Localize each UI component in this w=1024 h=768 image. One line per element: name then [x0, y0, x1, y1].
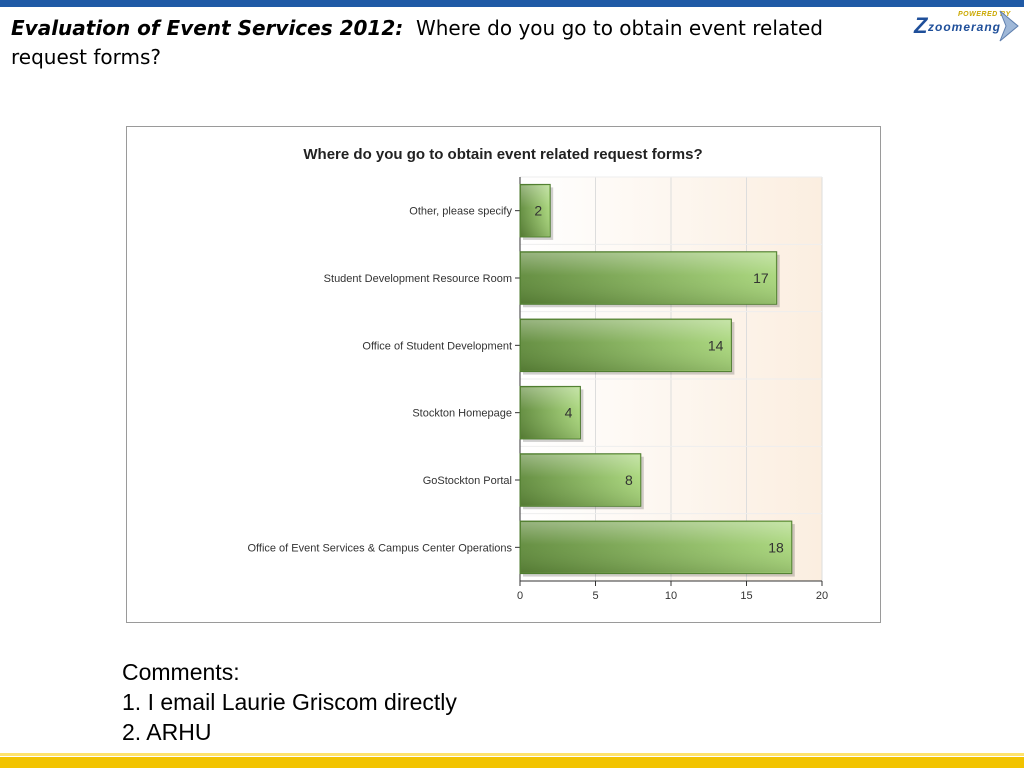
bar-value-label-5: 18 [768, 539, 784, 555]
logo-powered-text: POWERED BY [958, 11, 1011, 18]
bar-shine-0 [521, 185, 550, 236]
slide-title: Evaluation of Event Services 2012: Where… [11, 14, 861, 72]
category-label-1: Student Development Resource Room [324, 273, 512, 285]
comment-item-1: 1. I email Laurie Griscom directly [122, 689, 457, 715]
bar-chart: Where do you go to obtain event related … [247, 146, 828, 602]
bottom-accent-line [0, 753, 1024, 756]
bar-shine-1 [521, 252, 776, 304]
logo-brand-text: zoomerang [928, 20, 1002, 34]
bar-value-label-1: 17 [753, 270, 769, 286]
comments-section: Comments: 1. I email Laurie Griscom dire… [122, 657, 457, 747]
x-tick-label-1: 5 [592, 590, 598, 602]
bottom-accent-bar [0, 757, 1024, 768]
x-tick-label-2: 10 [665, 590, 677, 602]
bar-value-label-4: 8 [625, 472, 633, 488]
bar-value-label-2: 14 [708, 337, 724, 353]
top-accent-bar [0, 0, 1024, 7]
bar-value-label-0: 2 [534, 203, 542, 219]
x-tick-label-0: 0 [517, 590, 523, 602]
category-label-3: Stockton Homepage [412, 408, 512, 420]
category-label-5: Office of Event Services & Campus Center… [247, 542, 512, 554]
slide-title-rest: Where do you go to obtain event related … [11, 16, 823, 69]
x-tick-label-4: 20 [816, 590, 828, 602]
slide-title-italic: Evaluation of Event Services 2012: [11, 16, 404, 40]
logo-arrow-icon [999, 10, 1019, 42]
category-label-2: Office of Student Development [362, 340, 512, 352]
x-tick-label-3: 15 [740, 590, 752, 602]
bar-value-label-3: 4 [565, 405, 573, 421]
chart-title: Where do you go to obtain event related … [303, 146, 702, 163]
comment-item-2: 2. ARHU [122, 719, 212, 745]
bar-shine-2 [521, 320, 731, 371]
bar-shine-5 [521, 522, 791, 573]
chart-frame: Where do you go to obtain event related … [126, 126, 881, 623]
category-label-0: Other, please specify [409, 206, 512, 218]
category-label-4: GoStockton Portal [423, 475, 512, 487]
bar-shine-4 [521, 454, 640, 506]
logo-z-mark: Z [914, 13, 928, 38]
comments-heading: Comments: [122, 659, 240, 685]
bar-shine-3 [521, 387, 580, 438]
zoomerang-logo: POWERED BY Z zoomerang [912, 8, 1022, 44]
